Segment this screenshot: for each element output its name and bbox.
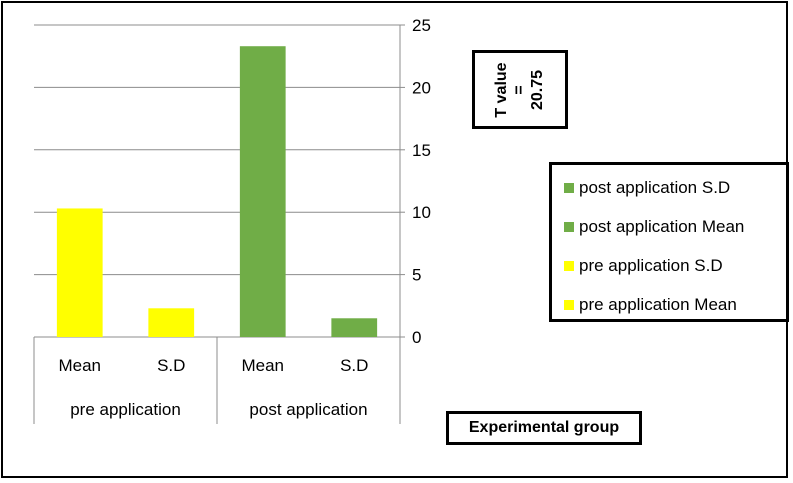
bar (331, 318, 378, 337)
legend-label: pre application S.D (579, 255, 723, 275)
y-tick-label: 10 (412, 203, 431, 222)
x-group-label: post application (249, 400, 367, 419)
bars (56, 46, 378, 337)
t-value-label: T value (493, 61, 510, 118)
t-value-text: T value = 20.75 (493, 62, 547, 117)
y-axis-ticks: 0 5 10 15 20 25 (399, 16, 431, 347)
legend-item: post application S.D (564, 173, 786, 202)
legend-swatch (564, 260, 574, 271)
y-tick-label: 5 (412, 266, 421, 285)
bar (239, 46, 286, 337)
x-tick-label: Mean (58, 356, 101, 375)
legend-item: pre application Mean (564, 290, 786, 319)
legend-label: post application S.D (579, 177, 731, 197)
t-value-annotation: T value = 20.75 (472, 50, 568, 129)
bar (56, 208, 103, 337)
y-tick-label: 0 (412, 328, 421, 347)
legend-label: post application Mean (579, 216, 745, 236)
x-axis-title: Experimental group (446, 411, 642, 445)
t-value-equals: = (511, 84, 528, 95)
y-tick-label: 15 (412, 141, 431, 160)
legend-swatch (564, 182, 574, 193)
x-tick-label: Mean (241, 356, 284, 375)
bar (148, 308, 195, 337)
x-axis: Mean S.D Mean S.D pre application post applic… (33, 337, 401, 424)
legend-swatch (564, 221, 574, 232)
legend-label: pre application Mean (579, 294, 737, 314)
x-tick-label: S.D (340, 356, 368, 375)
legend-swatch (564, 299, 574, 310)
x-group-label: pre application (70, 400, 181, 419)
legend-item: pre application S.D (564, 251, 786, 280)
legend-item: post application Mean (564, 212, 786, 241)
y-tick-label: 25 (412, 16, 431, 35)
legend: post application S.D post application Me… (549, 162, 789, 322)
y-tick-label: 20 (412, 78, 431, 97)
t-value-number: 20.75 (529, 69, 546, 110)
x-tick-label: S.D (157, 356, 185, 375)
